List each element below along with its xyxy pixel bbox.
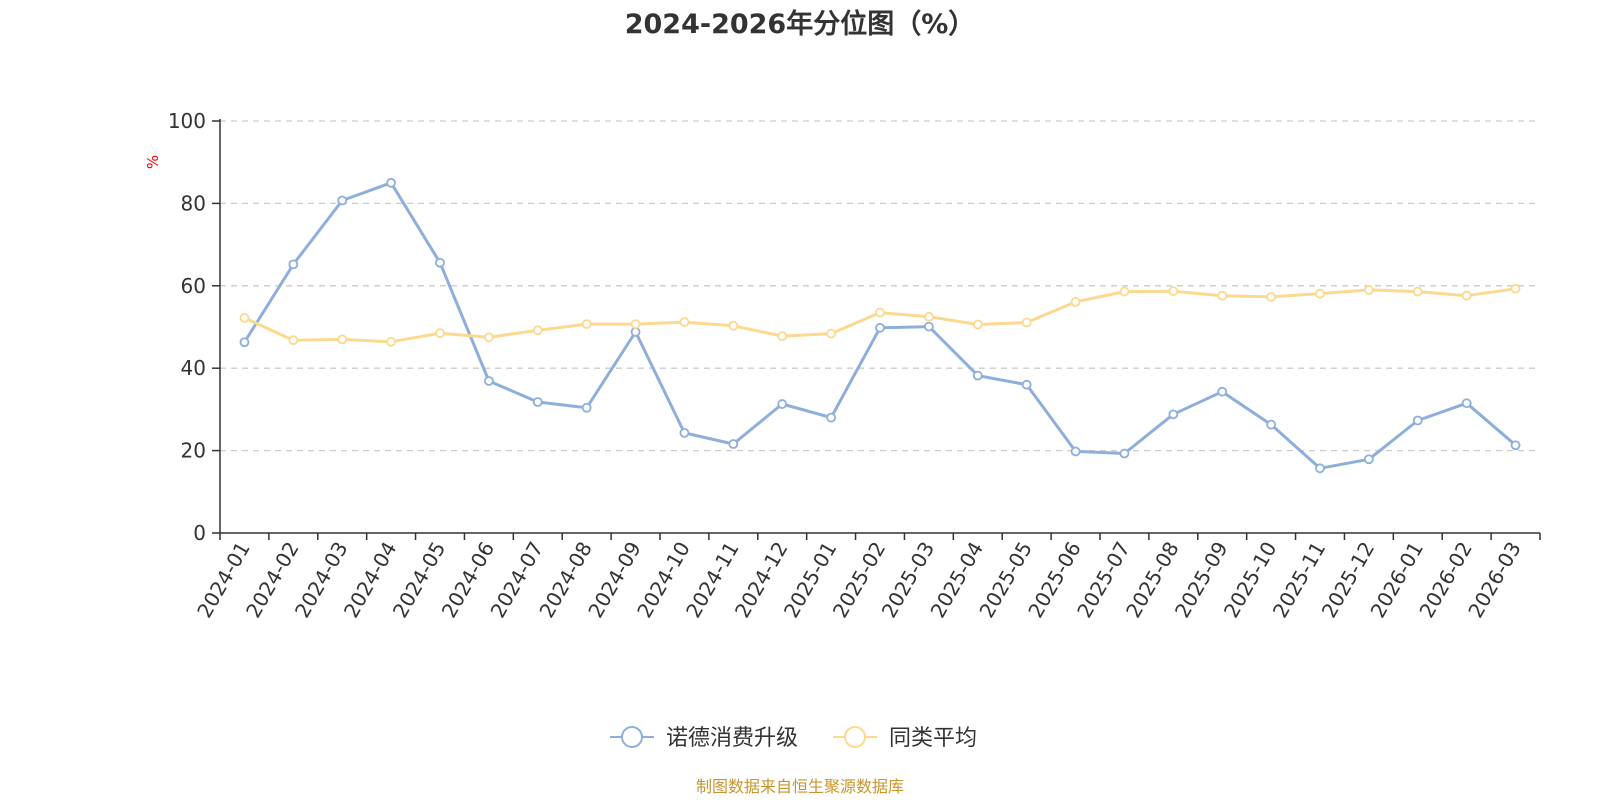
data-point[interactable] <box>1412 415 1423 426</box>
data-point[interactable] <box>1363 285 1374 295</box>
data-point[interactable] <box>679 427 690 438</box>
data-point[interactable] <box>435 257 445 268</box>
data-point[interactable] <box>1217 386 1228 397</box>
data-point[interactable] <box>630 319 641 330</box>
data-point[interactable] <box>1363 454 1374 465</box>
data-point[interactable] <box>1021 379 1032 390</box>
data-point[interactable] <box>239 313 250 323</box>
legend-label: 诺德消费升级 <box>666 726 798 751</box>
data-point[interactable] <box>1315 288 1325 299</box>
data-point[interactable] <box>1461 290 1472 301</box>
data-point[interactable] <box>532 397 543 407</box>
data-point[interactable] <box>1510 283 1521 294</box>
chart-title: 2024-2026年分位图（%） <box>625 8 976 40</box>
data-point[interactable] <box>483 376 494 386</box>
data-point[interactable] <box>630 327 641 337</box>
data-point[interactable] <box>386 177 397 188</box>
data-point[interactable] <box>728 439 739 449</box>
data-point[interactable] <box>826 412 837 423</box>
axes: 0204060801002024-012024-022024-032024-04… <box>168 109 1541 622</box>
data-point[interactable] <box>1315 463 1325 474</box>
data-point[interactable] <box>1119 286 1130 297</box>
data-point[interactable] <box>728 320 739 331</box>
series-2 <box>239 283 1521 347</box>
data-point[interactable] <box>875 322 885 333</box>
data-point[interactable] <box>239 337 250 348</box>
data-point[interactable] <box>1266 419 1277 430</box>
data-point[interactable] <box>1021 317 1032 328</box>
data-point[interactable] <box>923 311 934 322</box>
data-point[interactable] <box>288 259 299 270</box>
data-point[interactable] <box>581 319 592 330</box>
y-tick-label: 100 <box>168 109 206 133</box>
data-point[interactable] <box>777 399 788 409</box>
data-point[interactable] <box>1070 296 1081 307</box>
data-point[interactable] <box>386 336 397 347</box>
gridlines <box>220 120 1540 452</box>
data-point[interactable] <box>1266 292 1277 302</box>
data-point[interactable] <box>337 195 348 206</box>
legend-label: 同类平均 <box>889 726 977 751</box>
data-point[interactable] <box>581 402 592 413</box>
legend-marker-icon <box>844 726 866 748</box>
data-point[interactable] <box>1217 290 1228 301</box>
data-point[interactable] <box>1168 286 1179 297</box>
legend-item-1[interactable]: 诺德消费升级 <box>610 726 798 751</box>
data-point[interactable] <box>972 319 983 330</box>
series-lines <box>239 177 1521 474</box>
data-point[interactable] <box>1412 286 1423 297</box>
y-tick-label: 60 <box>181 274 206 298</box>
data-point[interactable] <box>288 335 299 346</box>
legend-marker-icon <box>621 726 643 748</box>
data-point[interactable] <box>875 307 885 318</box>
y-tick-label: 40 <box>181 356 206 380</box>
data-point[interactable] <box>826 328 837 339</box>
data-point[interactable] <box>972 370 983 381</box>
y-tick-label: 20 <box>181 439 206 463</box>
data-point[interactable] <box>679 317 690 327</box>
data-point[interactable] <box>1070 446 1081 457</box>
data-point[interactable] <box>923 321 934 332</box>
data-point[interactable] <box>435 328 445 339</box>
data-point[interactable] <box>1168 409 1179 420</box>
data-point[interactable] <box>777 331 788 341</box>
data-point[interactable] <box>532 325 543 336</box>
data-point[interactable] <box>1119 448 1130 459</box>
y-tick-label: 80 <box>181 191 206 215</box>
y-axis-unit-label: % <box>144 155 162 169</box>
legend[interactable]: 诺德消费升级 同类平均 <box>610 726 977 751</box>
y-tick-label: 0 <box>193 521 206 545</box>
data-point[interactable] <box>1461 398 1472 409</box>
series-1 <box>239 177 1521 474</box>
data-point[interactable] <box>1510 440 1521 451</box>
data-point[interactable] <box>337 334 348 345</box>
data-point[interactable] <box>483 332 494 343</box>
legend-item-2[interactable]: 同类平均 <box>833 726 977 751</box>
data-source-note: 制图数据来自恒生聚源数据库 <box>696 777 904 796</box>
